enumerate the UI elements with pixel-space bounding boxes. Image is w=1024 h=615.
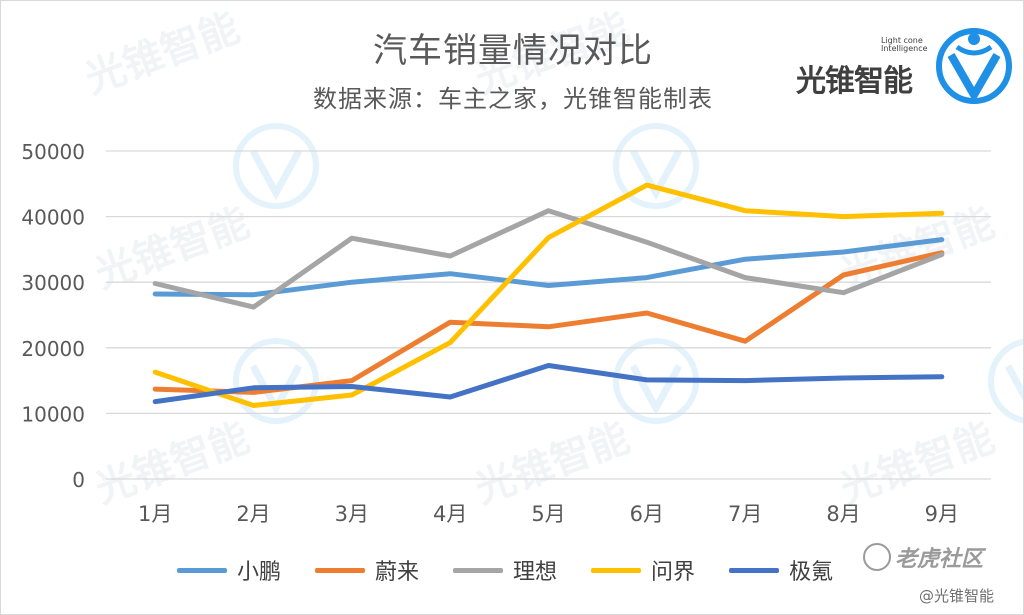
- x-tick-label: 7月: [728, 502, 762, 526]
- y-tick-label: 10000: [21, 402, 85, 426]
- x-tick-label: 1月: [138, 502, 172, 526]
- x-tick-label: 2月: [236, 502, 270, 526]
- logo-english-text: Light cone Intelligence: [881, 37, 931, 53]
- legend-label: 问界: [651, 560, 696, 585]
- chart-title: 汽车销量情况对比: [373, 31, 653, 71]
- x-tick-label: 4月: [433, 502, 467, 526]
- x-tick-label: 5月: [531, 502, 565, 526]
- chart-legend: 小鹏 蔚来 理想 问界 极氪: [177, 554, 833, 586]
- y-tick-label: 20000: [21, 337, 85, 361]
- legend-item: 理想: [453, 554, 557, 586]
- tiger-community-icon: [863, 543, 891, 571]
- light-cone-logo-icon: [936, 28, 1012, 104]
- y-axis-ticks: 0 10000 20000 30000 40000 50000: [21, 140, 85, 492]
- x-axis-ticks: 1月 2月 3月 4月 5月 6月 7月 8月 9月: [138, 502, 959, 526]
- x-tick-label: 9月: [925, 502, 959, 526]
- x-tick-label: 3月: [335, 502, 369, 526]
- series-line-1: [152, 250, 945, 395]
- logo-english-line2: Intelligence: [881, 44, 928, 53]
- legend-label: 理想: [513, 560, 558, 585]
- y-tick-label: 40000: [21, 206, 85, 230]
- y-tick-label: 30000: [21, 271, 85, 295]
- legend-item: 极氪: [729, 554, 833, 586]
- legend-swatch: [315, 567, 366, 573]
- logo-brand-text: 光锥智能: [796, 64, 913, 99]
- x-tick-label: 6月: [630, 502, 664, 526]
- legend-label: 蔚来: [375, 560, 420, 585]
- legend-label: 极氪: [789, 560, 834, 585]
- x-tick-label: 8月: [826, 502, 860, 526]
- legend-item: 问界: [591, 554, 695, 586]
- legend-swatch: [453, 567, 504, 573]
- series-line-2: [152, 208, 945, 310]
- legend-label: 小鹏: [237, 560, 282, 585]
- legend-item: 蔚来: [315, 554, 419, 586]
- y-tick-label: 0: [72, 468, 85, 492]
- legend-swatch: [177, 567, 227, 573]
- grid-lines: [106, 150, 991, 480]
- legend-swatch: [591, 567, 642, 573]
- series-line-4: [152, 363, 945, 405]
- footer-credit: @光锥智能: [919, 587, 995, 605]
- y-tick-label: 50000: [21, 140, 85, 164]
- legend-item: 小鹏: [177, 554, 281, 586]
- logo-english-line1: Light cone: [881, 36, 923, 45]
- footer-brand: 老虎社区: [895, 547, 984, 572]
- series-lines: [152, 182, 945, 408]
- chart-subtitle: 数据来源：车主之家，光锥智能制表: [313, 85, 713, 113]
- legend-swatch: [729, 567, 780, 573]
